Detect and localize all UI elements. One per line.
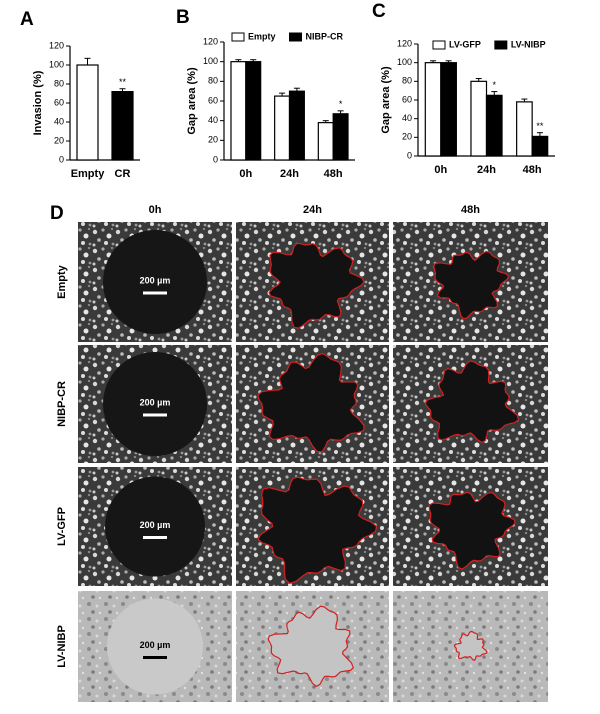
y-tick-label: 0 (59, 154, 64, 164)
gap-outline (257, 476, 378, 585)
y-tick-label: 0 (407, 150, 412, 160)
y-tick-label: 100 (397, 57, 412, 67)
bar (531, 135, 549, 157)
y-tick-label: 120 (49, 40, 64, 50)
x-tick-label: CR (115, 168, 131, 180)
row-label: LV-NIBP (56, 625, 68, 668)
scale-bar-label: 200 µm (140, 275, 171, 285)
y-tick-label: 0 (213, 154, 218, 164)
y-tick-label: 20 (208, 135, 218, 145)
y-tick-label: 40 (402, 113, 412, 123)
gap-outline (453, 630, 488, 661)
legend-label: NIBP-CR (306, 31, 344, 41)
y-tick-label: 80 (208, 76, 218, 86)
scale-bar-label: 200 µm (140, 397, 171, 407)
significance: * (493, 80, 497, 90)
scale-bar-label: 200 µm (140, 640, 171, 650)
significance: ** (119, 77, 127, 87)
panel-letter: B (176, 7, 190, 28)
scratch-gap (103, 352, 207, 456)
x-tick-label: Empty (71, 168, 106, 180)
bar (230, 61, 247, 161)
bar (274, 95, 291, 161)
panel-letter: A (20, 9, 34, 30)
y-axis-label: Gap area (%) (380, 66, 392, 134)
scratch-gap (105, 476, 205, 577)
row-label: LV-GFP (56, 507, 68, 546)
bar (332, 113, 349, 161)
y-tick-label: 120 (397, 38, 412, 48)
y-tick-label: 100 (49, 59, 64, 69)
legend-label: LV-GFP (449, 39, 481, 49)
y-tick-label: 60 (54, 97, 64, 107)
bar (245, 61, 262, 161)
bar (470, 80, 488, 157)
x-tick-label: 48h (324, 168, 343, 180)
y-tick-label: 20 (402, 132, 412, 142)
legend-swatch (432, 40, 446, 50)
x-tick-label: 48h (523, 164, 542, 176)
y-tick-label: 60 (402, 94, 412, 104)
y-axis-label: Gap area (%) (186, 67, 198, 135)
significance: * (339, 99, 343, 109)
legend-swatch (494, 40, 508, 50)
bar (424, 62, 442, 157)
bar (317, 122, 334, 161)
gap-outline (428, 491, 516, 570)
y-tick-label: 60 (208, 95, 218, 105)
gap-outline (433, 250, 510, 320)
y-axis-label: Invasion (%) (32, 70, 44, 135)
column-header: 24h (303, 204, 322, 216)
gap-outline (424, 360, 520, 444)
bar (440, 62, 457, 157)
scratch-gap (107, 598, 203, 695)
x-tick-label: 0h (434, 164, 447, 176)
x-tick-label: 24h (280, 168, 299, 180)
y-tick-label: 120 (203, 36, 218, 46)
legend-swatch (289, 32, 303, 42)
legend-label: Empty (248, 31, 276, 41)
legend-swatch (231, 32, 245, 42)
row-label: Empty (56, 264, 68, 299)
y-tick-label: 20 (54, 135, 64, 145)
row-label: NIBP-CR (56, 381, 68, 427)
scratch-gap (103, 230, 207, 334)
bar (516, 101, 533, 157)
y-tick-label: 40 (208, 115, 218, 125)
column-header: 0h (149, 204, 162, 216)
gap-outline (257, 352, 365, 453)
scale-bar-label: 200 µm (140, 520, 171, 530)
y-tick-label: 40 (54, 116, 64, 126)
panel-letter: D (50, 203, 64, 224)
bar (76, 64, 99, 161)
bar (288, 90, 305, 161)
x-tick-label: 24h (477, 164, 496, 176)
bar (485, 94, 503, 157)
panel-letter: C (372, 1, 386, 22)
x-tick-label: 0h (239, 168, 252, 180)
y-tick-label: 80 (402, 76, 412, 86)
y-tick-label: 100 (203, 56, 218, 66)
legend-label: LV-NIBP (511, 39, 546, 49)
gap-outline (268, 242, 365, 329)
gap-outline (267, 605, 355, 688)
significance: ** (536, 121, 544, 131)
bar (111, 90, 134, 161)
y-tick-label: 80 (54, 78, 64, 88)
column-header: 48h (461, 204, 480, 216)
